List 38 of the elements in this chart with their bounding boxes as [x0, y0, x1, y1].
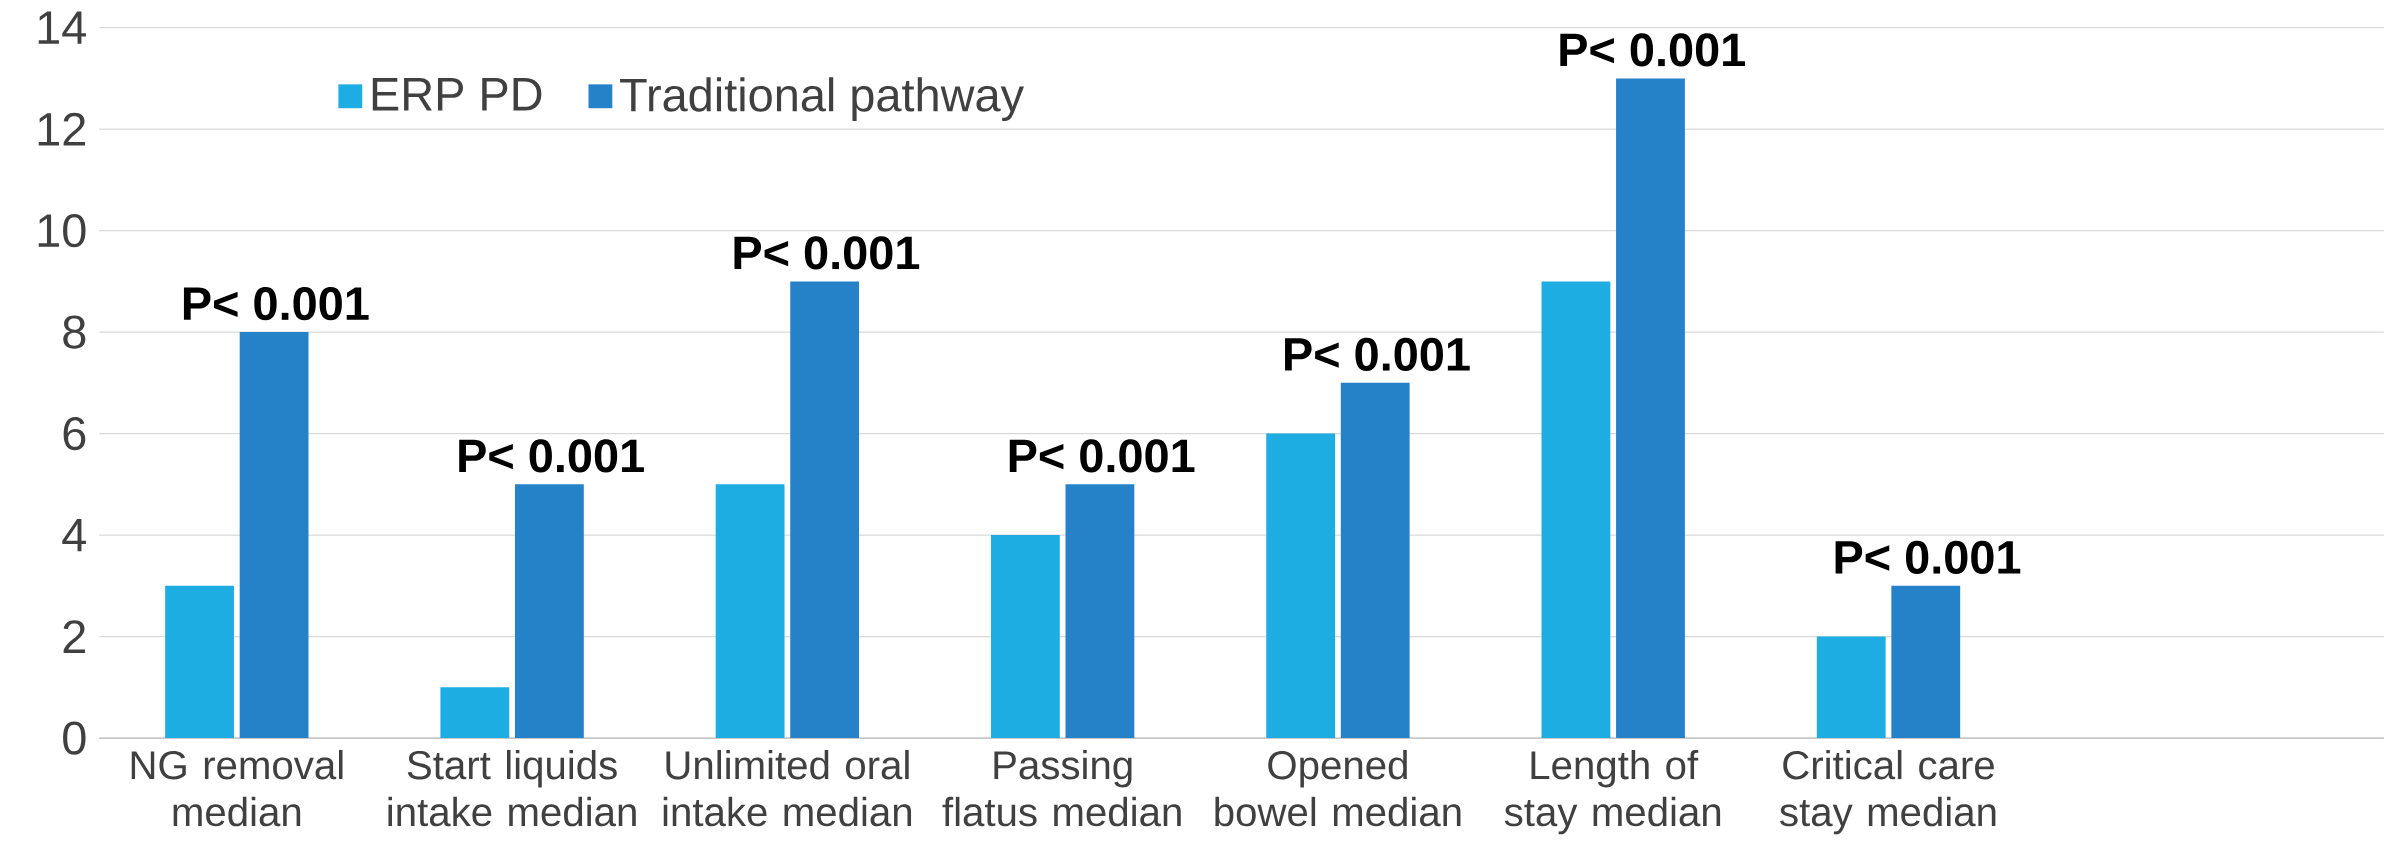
bar [990, 535, 1060, 739]
x-tick-label: Unlimited oral intake median [663, 750, 912, 827]
x-tick-label: Critical care stay median [1780, 750, 1996, 835]
bar [1065, 484, 1135, 739]
y-tick-label: 14 [38, 11, 86, 44]
annotation: P< 0.001 [183, 287, 369, 321]
x-tick-label: Opened bowel median [1215, 750, 1461, 827]
legend-label: Traditional pathway [620, 77, 1024, 122]
bar [1616, 78, 1685, 739]
annotation: P< 0.001 [1560, 33, 1745, 67]
bar [165, 585, 234, 739]
bar [790, 281, 860, 739]
x-tick-label: NG removal median [131, 750, 343, 827]
bar [514, 484, 584, 739]
bar [1541, 281, 1611, 739]
legend-label: ERP PD [372, 78, 542, 111]
bar [1816, 636, 1886, 739]
y-tick-label: 12 [38, 112, 85, 146]
y-tick-label: 6 [63, 417, 86, 451]
annotation: P< 0.001 [1285, 337, 1470, 372]
annotation: P< 0.001 [1835, 540, 2021, 575]
bar [440, 687, 510, 739]
y-tick-label: 0 [63, 721, 86, 755]
bar [1266, 433, 1336, 739]
x-tick-label: Length of stay median [1504, 750, 1721, 835]
y-tick-label: 4 [62, 519, 86, 552]
x-tick-label: Passing flatus median [942, 750, 1181, 827]
bar [715, 484, 785, 739]
annotation: P< 0.001 [459, 439, 644, 473]
bar [1891, 585, 1961, 739]
annotation: P< 0.001 [734, 236, 920, 270]
y-tick-label: 2 [63, 620, 86, 654]
x-tick-label: Start liquids intake median [388, 750, 636, 827]
bar [1340, 382, 1410, 739]
bar [239, 332, 309, 739]
annotation: P< 0.001 [1009, 439, 1195, 473]
y-tick-label: 10 [38, 214, 86, 248]
y-tick-label: 8 [63, 315, 86, 349]
